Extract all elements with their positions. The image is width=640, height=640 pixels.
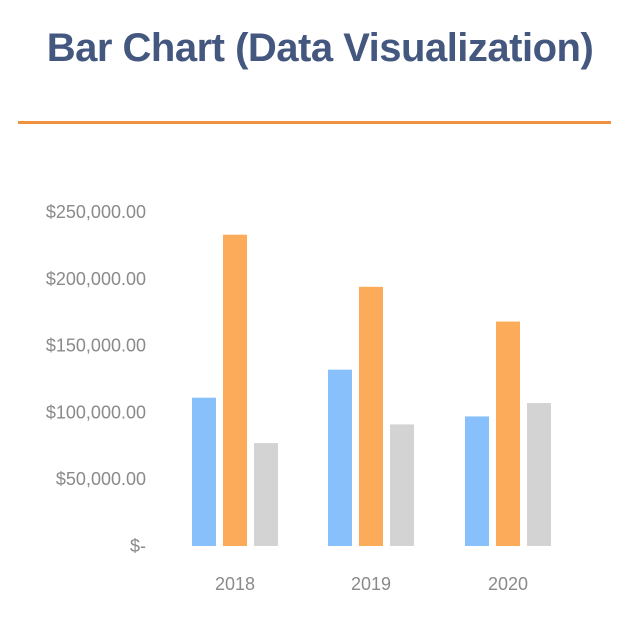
x-tick-label: 2019 [351, 574, 391, 594]
y-tick-label: $50,000.00 [56, 469, 146, 489]
y-tick-label: $- [130, 536, 146, 556]
bar-2020-series-1 [465, 416, 489, 546]
title-divider [18, 121, 611, 124]
bar-2020-series-2 [496, 321, 520, 546]
bar-2018-series-2 [223, 234, 247, 546]
page-title: Bar Chart (Data Visualization) [46, 26, 594, 70]
bar-2018-series-3 [254, 443, 278, 546]
x-tick-label: 2020 [488, 574, 528, 594]
x-axis-tick-labels: 2018 2019 2020 [215, 574, 528, 594]
y-tick-label: $100,000.00 [46, 402, 146, 422]
bar-2019-series-1 [328, 369, 352, 546]
bar-2020-series-3 [527, 403, 551, 546]
bar-2019-series-2 [359, 286, 383, 546]
bar-2019-series-3 [390, 424, 414, 546]
bar-series [192, 234, 551, 546]
bar-2018-series-1 [192, 397, 216, 546]
x-tick-label: 2018 [215, 574, 255, 594]
y-tick-label: $150,000.00 [46, 336, 146, 356]
y-axis-tick-labels: $- $50,000.00 $100,000.00 $150,000.00 $200,0… [46, 202, 146, 556]
y-tick-label: $200,000.00 [46, 269, 146, 289]
y-tick-label: $250,000.00 [46, 202, 146, 222]
